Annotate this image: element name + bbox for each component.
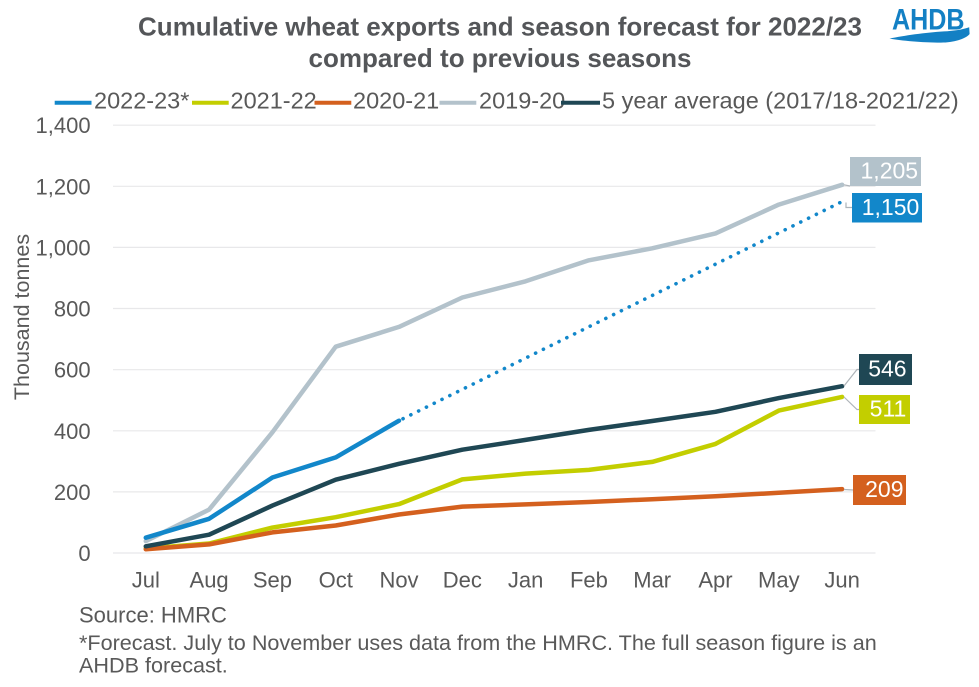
- svg-text:Nov: Nov: [379, 568, 418, 593]
- svg-text:compared to previous seasons: compared to previous seasons: [309, 43, 692, 73]
- svg-text:May: May: [758, 568, 800, 593]
- svg-text:Jun: Jun: [824, 568, 859, 593]
- svg-text:AHDB forecast.: AHDB forecast.: [79, 653, 228, 678]
- svg-text:400: 400: [54, 419, 91, 444]
- svg-text:5 year average (2017/18-2021/2: 5 year average (2017/18-2021/22): [602, 88, 959, 114]
- svg-text:2020-21: 2020-21: [353, 88, 439, 114]
- svg-text:Feb: Feb: [570, 568, 608, 593]
- svg-text:Cumulative wheat exports and s: Cumulative wheat exports and season fore…: [138, 12, 862, 42]
- svg-text:546: 546: [868, 356, 906, 382]
- svg-text:Jan: Jan: [508, 568, 543, 593]
- svg-text:Jul: Jul: [132, 568, 160, 593]
- svg-text:209: 209: [865, 476, 903, 502]
- svg-text:2022-23*: 2022-23*: [94, 88, 189, 114]
- svg-text:Sep: Sep: [253, 568, 292, 593]
- svg-text:600: 600: [54, 358, 91, 383]
- svg-text:0: 0: [78, 541, 90, 566]
- svg-text:200: 200: [54, 480, 91, 505]
- svg-text:511: 511: [870, 396, 907, 422]
- svg-text:1,150: 1,150: [862, 194, 920, 220]
- svg-text:*Forecast. July to November us: *Forecast. July to November uses data fr…: [79, 630, 877, 655]
- svg-text:1,205: 1,205: [861, 158, 919, 184]
- svg-text:2019-20: 2019-20: [479, 88, 565, 114]
- svg-text:Apr: Apr: [698, 568, 732, 593]
- svg-text:Source: HMRC: Source: HMRC: [79, 603, 227, 628]
- svg-text:Oct: Oct: [319, 568, 353, 593]
- svg-text:Aug: Aug: [190, 568, 229, 593]
- svg-text:1,000: 1,000: [36, 235, 91, 260]
- svg-text:800: 800: [54, 297, 91, 322]
- svg-text:1,200: 1,200: [36, 174, 91, 199]
- svg-text:Mar: Mar: [633, 568, 671, 593]
- svg-text:Dec: Dec: [443, 568, 482, 593]
- svg-text:1,400: 1,400: [36, 113, 91, 138]
- svg-text:Thousand tonnes: Thousand tonnes: [10, 234, 34, 400]
- svg-text:2021-22: 2021-22: [231, 88, 317, 114]
